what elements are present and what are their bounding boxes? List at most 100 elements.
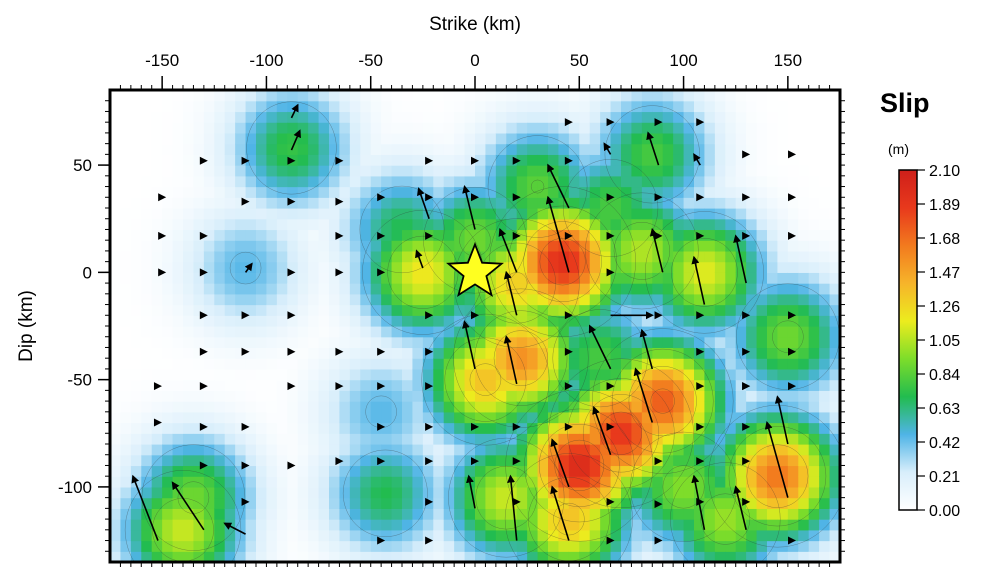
heatmap-cell: [673, 143, 685, 155]
heatmap-cell: [203, 540, 215, 552]
heatmap-cell: [193, 336, 205, 349]
heatmap-cell: [297, 186, 309, 198]
heatmap-cell: [402, 154, 414, 166]
heatmap-cell: [787, 486, 799, 499]
heatmap-cell: [287, 122, 299, 134]
heatmap-cell: [506, 497, 518, 509]
heatmap-cell: [224, 111, 236, 123]
heatmap-cell: [412, 304, 424, 316]
heatmap-cell: [349, 261, 361, 273]
heatmap-cell: [808, 197, 820, 209]
heatmap-cell: [694, 540, 706, 552]
heatmap-cell: [214, 326, 226, 338]
heatmap-cell: [662, 315, 674, 327]
heatmap-cell: [360, 100, 372, 113]
heatmap-cell: [621, 100, 633, 113]
heatmap-cell: [141, 261, 153, 273]
heatmap-cell: [235, 486, 247, 499]
heatmap-cell: [443, 379, 455, 391]
heatmap-cell: [767, 175, 779, 188]
heatmap-cell: [297, 315, 309, 327]
heatmap-cell: [256, 197, 268, 209]
heatmap-cell: [485, 508, 497, 520]
heatmap-cell: [266, 411, 278, 424]
heatmap-cell: [464, 508, 476, 520]
heatmap-cell: [662, 283, 674, 295]
heatmap-cell: [120, 283, 132, 295]
heatmap-cell: [245, 165, 257, 177]
heatmap-cell: [537, 111, 549, 123]
heatmap-cell: [506, 111, 518, 123]
heatmap-cell: [412, 551, 424, 562]
heatmap-cell: [443, 122, 455, 134]
heatmap-cell: [725, 454, 737, 467]
heatmap-cell: [537, 240, 549, 252]
heatmap-cell: [443, 326, 455, 338]
heatmap-cell: [454, 272, 466, 284]
heatmap-cell: [235, 100, 247, 113]
heatmap-cell: [506, 444, 518, 456]
heatmap-cell: [318, 390, 330, 402]
heatmap-cell: [443, 358, 455, 370]
heatmap-cell: [256, 465, 268, 477]
heatmap-cell: [412, 154, 424, 166]
heatmap-cell: [516, 111, 528, 123]
heatmap-cell: [297, 154, 309, 166]
heatmap-cell: [683, 358, 695, 370]
heatmap-cell: [276, 283, 288, 295]
heatmap-cell: [600, 465, 612, 477]
heatmap-cell: [568, 165, 580, 177]
heatmap-cell: [203, 401, 215, 413]
heatmap-cell: [537, 186, 549, 198]
heatmap-cell: [381, 390, 393, 402]
heatmap-cell: [360, 261, 372, 273]
contour-line: [487, 135, 588, 238]
heatmap-cell: [433, 519, 445, 531]
heatmap-cell: [808, 379, 820, 391]
heatmap-cell: [694, 465, 706, 477]
heatmap-cell: [589, 132, 601, 145]
heatmap-cell: [214, 250, 226, 263]
heatmap-cell: [621, 519, 633, 531]
heatmap-cell: [329, 401, 341, 413]
heatmap-cell: [808, 390, 820, 402]
heatmap-cell: [537, 465, 549, 477]
heatmap-cell: [318, 90, 330, 102]
heatmap-cell: [329, 476, 341, 488]
heatmap-cell: [610, 154, 622, 166]
heatmap-cell: [610, 519, 622, 531]
heatmap-cell: [214, 100, 226, 113]
heatmap-cell: [193, 411, 205, 424]
heatmap-cell: [829, 390, 840, 402]
heatmap-cell: [120, 540, 132, 552]
heatmap-cell: [193, 165, 205, 177]
minor-rake-vector: [425, 382, 434, 391]
heatmap-cell: [485, 240, 497, 252]
heatmap-cell: [787, 154, 799, 166]
heatmap-cell: [297, 90, 309, 102]
heatmap-cell: [506, 411, 518, 424]
heatmap-cell: [767, 347, 779, 359]
heatmap-cell: [495, 111, 507, 123]
heatmap-cell: [735, 186, 747, 198]
heatmap-cell: [537, 165, 549, 177]
heatmap-cell: [141, 283, 153, 295]
heatmap-cell: [172, 111, 184, 123]
heatmap-cell: [402, 197, 414, 209]
heatmap-cell: [683, 240, 695, 252]
minor-rake-vector: [654, 311, 663, 320]
heatmap-cell: [464, 358, 476, 370]
heatmap-cell: [725, 486, 737, 499]
heatmap-cell: [183, 444, 195, 456]
heatmap-cell: [558, 347, 570, 359]
minor-rake-vector: [335, 197, 344, 206]
heatmap-cell: [224, 401, 236, 413]
heatmap-cell: [224, 154, 236, 166]
heatmap-cell: [631, 111, 643, 123]
heatmap-cell: [548, 293, 560, 306]
heatmap-cell: [308, 315, 320, 327]
heatmap-cell: [714, 293, 726, 306]
heatmap-cell: [621, 358, 633, 370]
heatmap-cell: [756, 154, 768, 166]
heatmap-cell: [495, 175, 507, 188]
